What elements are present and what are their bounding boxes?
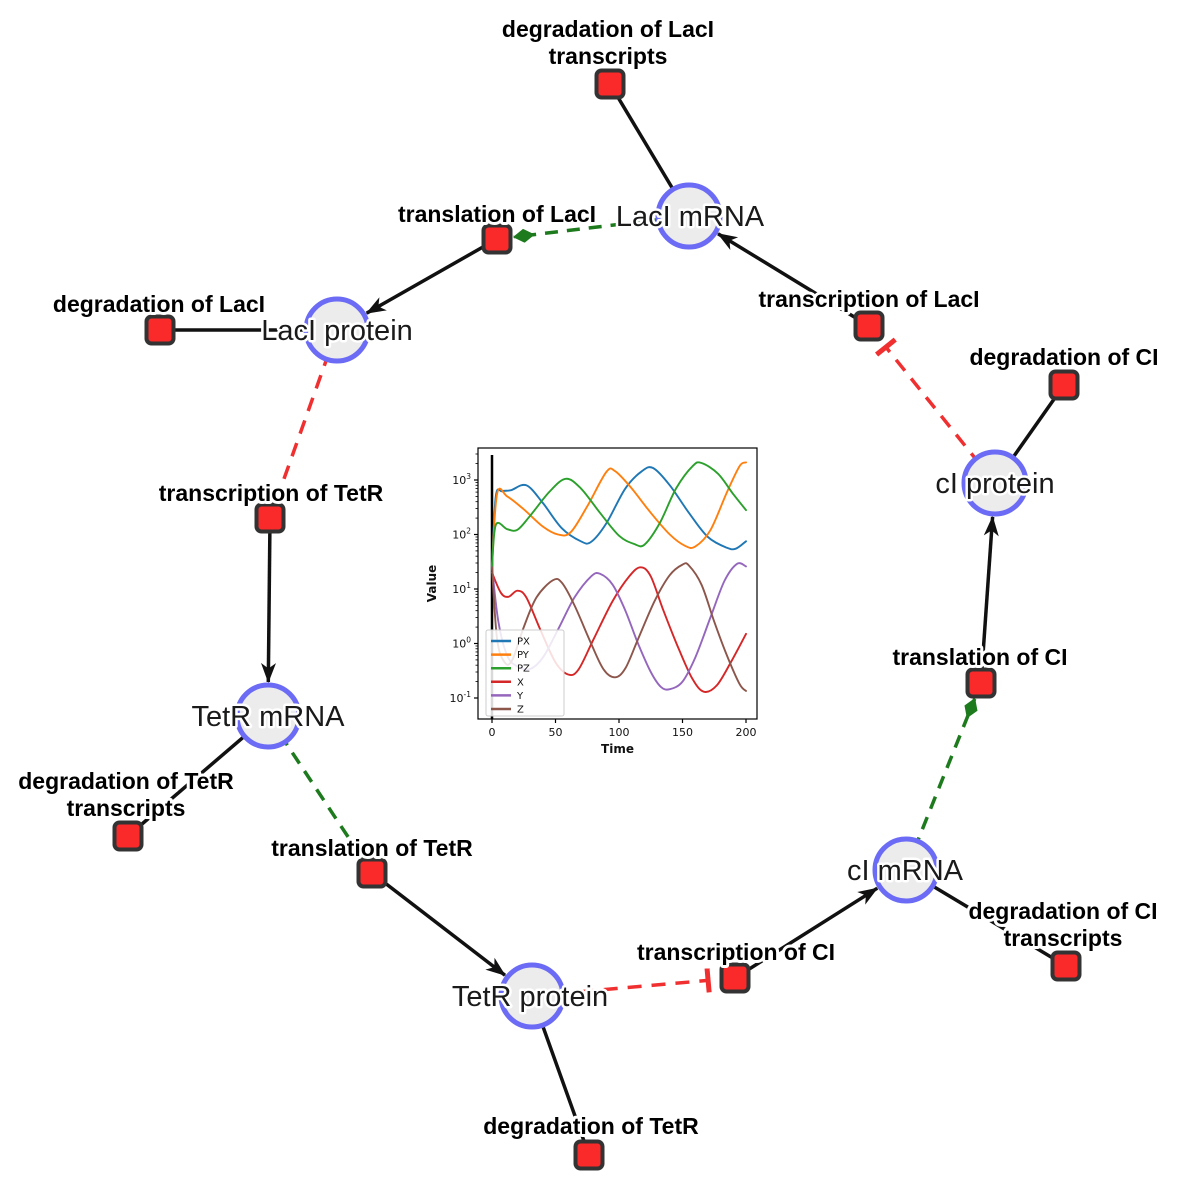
reaction-label-deg-laci-transcripts-line2: transcripts <box>549 43 668 69</box>
species-node-tetr-mrna[interactable] <box>234 682 302 750</box>
chart-legend-label-py: PY <box>517 650 530 661</box>
chart-legend-label-y: Y <box>516 691 524 702</box>
chart-ytick-label: 100 <box>452 636 471 651</box>
chart-ytick-label: 10-1 <box>450 690 472 705</box>
edge-production-transcription-laci-to-laci-mrna <box>717 232 870 328</box>
chart-ytick-label: 101 <box>452 581 471 596</box>
chart-legend-label-x: X <box>517 677 524 688</box>
reaction-label-deg-tetr: degradation of TetR <box>483 1113 699 1139</box>
reaction-node-translation-tetr[interactable] <box>356 857 388 889</box>
reaction-node-deg-ci-transcripts[interactable] <box>1050 950 1082 982</box>
chart-legend-label-z: Z <box>517 705 524 716</box>
reaction-node-deg-tetr-transcripts[interactable] <box>112 820 144 852</box>
chart-series-pz <box>491 461 747 569</box>
nodes-layer <box>112 68 1082 1171</box>
edge-production-translation-laci-to-laci-protein <box>365 237 498 315</box>
chart-ytick-label: 102 <box>452 527 471 542</box>
reaction-node-transcription-tetr[interactable] <box>254 502 286 534</box>
reaction-label-deg-ci: degradation of CI <box>969 344 1158 370</box>
reaction-node-deg-laci-transcripts[interactable] <box>594 68 626 100</box>
chart-xtick-label: 150 <box>672 726 693 739</box>
reaction-label-transcription-laci: transcription of LacI <box>758 286 979 312</box>
reaction-label-translation-tetr: translation of TetR <box>271 835 473 861</box>
edge-production-translation-tetr-to-tetr-protein <box>370 871 507 977</box>
timecourse-plot: 0 50 100 150 200Time10-1100101102103ValuePXP… <box>425 447 758 756</box>
species-node-ci-mrna[interactable] <box>872 836 940 904</box>
edge-production-translation-ci-to-ci-protein <box>979 515 999 684</box>
species-label-tetr-mrna: TetR mRNA <box>191 701 345 733</box>
chart-series-py <box>491 461 747 569</box>
reaction-node-transcription-ci[interactable] <box>719 962 751 994</box>
edge-production-transcription-ci-to-ci-mrna <box>734 886 879 980</box>
chart-xtick-label: 200 <box>736 726 757 739</box>
species-node-tetr-protein[interactable] <box>498 962 566 1030</box>
chart-legend: PX PY PZ XYZ <box>485 629 565 717</box>
chart-ytick-label: 103 <box>452 472 471 487</box>
reaction-node-deg-laci[interactable] <box>144 314 176 346</box>
species-label-ci-protein: cI protein <box>935 468 1054 500</box>
reaction-label-translation-ci: translation of CI <box>892 644 1067 670</box>
reaction-label-deg-laci-transcripts-line1: degradation of LacI <box>502 16 714 42</box>
species-node-laci-mrna[interactable] <box>655 182 723 250</box>
species-label-tetr-protein: TetR protein <box>452 981 608 1013</box>
reaction-node-deg-ci[interactable] <box>1048 369 1080 401</box>
edge-production-transcription-tetr-to-tetr-mrna <box>260 517 276 683</box>
reaction-label-deg-laci: degradation of LacI <box>53 291 265 317</box>
chart-xtick-label: 0 <box>489 726 496 739</box>
species-node-laci-protein[interactable] <box>303 296 371 364</box>
chart-xtick-label: 100 <box>609 726 630 739</box>
reaction-label-deg-tetr-transcripts-line1: degradation of TetR <box>18 768 234 794</box>
species-label-laci-mrna: LacI mRNA <box>616 201 765 233</box>
labels-layer: degradation of LacItranscriptstranslatio… <box>15 13 1161 1142</box>
chart-series-x <box>491 566 747 693</box>
reaction-label-deg-ci-transcripts-line2: transcripts <box>1004 925 1123 951</box>
chart-series-px <box>491 466 747 569</box>
reaction-node-translation-laci[interactable] <box>481 223 513 255</box>
species-label-ci-mrna: cI mRNA <box>847 855 964 887</box>
reaction-node-deg-tetr[interactable] <box>573 1139 605 1171</box>
reaction-label-deg-ci-transcripts-line1: degradation of CI <box>968 898 1157 924</box>
chart-xaxis-title: Time <box>601 742 634 756</box>
species-node-ci-protein[interactable] <box>961 449 1029 517</box>
chart-xtick-label: 50 <box>549 726 563 739</box>
species-label-laci-protein: LacI protein <box>261 315 413 347</box>
reaction-label-translation-laci: translation of LacI <box>398 201 596 227</box>
reaction-label-transcription-tetr: transcription of TetR <box>159 480 384 506</box>
reaction-label-deg-tetr-transcripts-line2: transcripts <box>67 795 186 821</box>
reaction-label-transcription-ci: transcription of CI <box>637 939 835 965</box>
reaction-node-transcription-laci[interactable] <box>853 310 885 342</box>
chart-legend-label-px: PX <box>517 637 530 648</box>
reaction-node-translation-ci[interactable] <box>965 667 997 699</box>
chart-legend-label-pz: PZ <box>517 664 530 675</box>
chart-yaxis-title: Value <box>425 565 439 603</box>
